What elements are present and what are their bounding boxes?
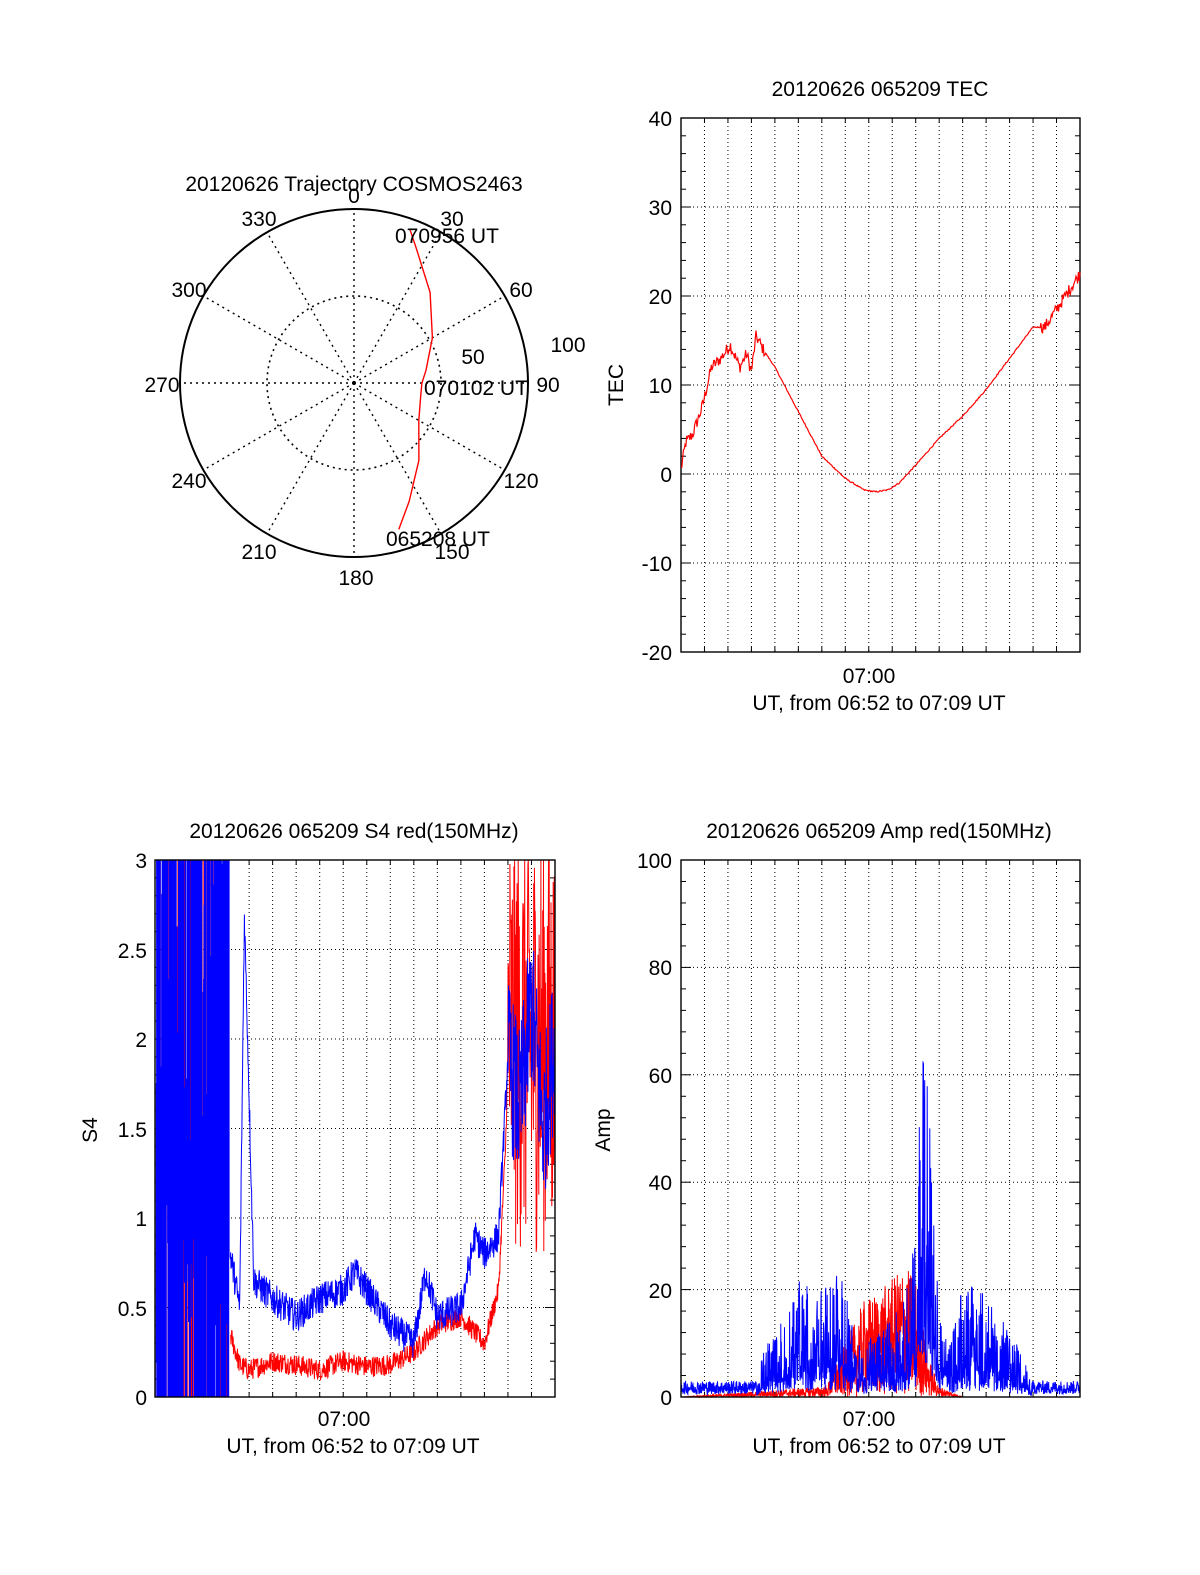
polar-spokes [180, 209, 528, 557]
azimuth-spoke [353, 295, 506, 384]
radius-ring-50 [266, 295, 442, 471]
y-tick-label: 2.5 [118, 940, 147, 963]
azimuth-spoke [266, 231, 355, 384]
s4-x-tick-label: 07:00 [318, 1408, 371, 1431]
s4-x-axis-label: UT, from 06:52 to 07:09 UT [226, 1435, 479, 1458]
y-tick-label: 80 [649, 957, 672, 980]
y-tick-label: 40 [649, 108, 672, 131]
satellite-trajectory [398, 229, 434, 530]
azimuth-label: 150 [434, 541, 469, 564]
amp-title: 20120626 065209 Amp red(150MHz) [706, 820, 1052, 843]
azimuth-spoke [353, 382, 506, 471]
azimuth-label: 90 [536, 374, 559, 397]
tec-y-tick-labels: -20 -10 0 10 20 30 40 [642, 108, 672, 665]
y-tick-label: 20 [649, 1280, 672, 1303]
amp-panel: 20120626 065209 Amp red(150MHz) 0 20 40 … [592, 820, 1081, 1458]
polar-title: 20120626 Trajectory COSMOS2463 [185, 173, 522, 196]
trajectory-start-label: 065208 UT [386, 528, 490, 551]
tec-x-axis-label: UT, from 06:52 to 07:09 UT [752, 692, 1005, 715]
amp-x-axis-label: UT, from 06:52 to 07:09 UT [752, 1435, 1005, 1458]
azimuth-spoke [266, 382, 355, 535]
amp-y-axis-label: Amp [592, 1108, 615, 1151]
azimuth-label: 300 [171, 279, 206, 302]
s4-plot-frame [154, 859, 556, 1398]
s4-y-tick-labels: 0 0.5 1 1.5 2 2.5 3 [118, 850, 147, 1410]
s4-y-axis-label: S4 [79, 1117, 102, 1143]
s4-panel: 20120626 065209 S4 red(150MHz) 0 0.5 1 1… [79, 820, 556, 1458]
azimuth-spoke [353, 231, 442, 384]
y-tick-label: 2 [135, 1029, 147, 1052]
s4-title: 20120626 065209 S4 red(150MHz) [189, 820, 518, 843]
tec-y-axis-label: TEC [605, 364, 628, 406]
y-tick-label: 10 [649, 375, 672, 398]
y-tick-label: 3 [135, 850, 147, 873]
trajectory-end-label: 070956 UT [395, 225, 499, 248]
tec-panel: 20120626 065209 TEC -20 -10 0 10 20 30 4… [605, 78, 1081, 715]
azimuth-spoke [202, 295, 355, 384]
tec-title: 20120626 065209 TEC [772, 78, 989, 101]
tec-x-tick-label: 07:00 [843, 665, 896, 688]
azimuth-labels: 0 30 60 90 120 150 180 210 240 270 300 3… [144, 185, 559, 590]
azimuth-label: 330 [241, 208, 276, 231]
y-tick-label: 1.5 [118, 1119, 147, 1142]
tec-ticks [680, 117, 1081, 653]
y-tick-label: 30 [649, 197, 672, 220]
y-tick-label: 1 [135, 1208, 147, 1231]
polar-grid [179, 208, 529, 558]
azimuth-label: 120 [503, 470, 538, 493]
y-tick-label: 0 [660, 1387, 672, 1410]
y-tick-label: -10 [642, 553, 672, 576]
azimuth-label: 0 [348, 185, 360, 208]
y-tick-label: -20 [642, 642, 672, 665]
trajectory-mid-label: 070102 UT [424, 377, 528, 400]
y-tick-label: 0 [135, 1387, 147, 1410]
y-tick-label: 40 [649, 1172, 672, 1195]
amp-series-blue [680, 1061, 1081, 1397]
tec-series-red [680, 271, 1081, 493]
azimuth-label: 180 [338, 567, 373, 590]
amp-gridlines [681, 860, 1080, 1397]
amp-x-tick-label: 07:00 [843, 1408, 896, 1431]
azimuth-spoke [353, 382, 442, 535]
azimuth-spoke [202, 382, 355, 471]
azimuth-label: 30 [440, 208, 463, 231]
y-tick-label: 0 [660, 464, 672, 487]
s4-series-blue [155, 860, 556, 1397]
y-tick-label: 0.5 [118, 1298, 147, 1321]
azimuth-label: 240 [171, 470, 206, 493]
radius-label-100: 100 [550, 334, 585, 357]
tec-gridlines [681, 118, 1080, 652]
azimuth-label: 210 [241, 541, 276, 564]
y-tick-label: 100 [637, 850, 672, 873]
horizon-circle [179, 208, 529, 558]
y-tick-label: 60 [649, 1065, 672, 1088]
amp-y-tick-labels: 0 20 40 60 80 100 [637, 850, 672, 1410]
polar-panel: 20120626 Trajectory COSMOS2463 0 30 60 9… [144, 173, 585, 590]
radius-label-50: 50 [461, 346, 484, 369]
y-tick-label: 20 [649, 286, 672, 309]
azimuth-label: 60 [509, 279, 532, 302]
azimuth-label: 270 [144, 374, 179, 397]
tec-plot-frame [680, 117, 1081, 653]
amp-plot-frame [680, 859, 1081, 1398]
